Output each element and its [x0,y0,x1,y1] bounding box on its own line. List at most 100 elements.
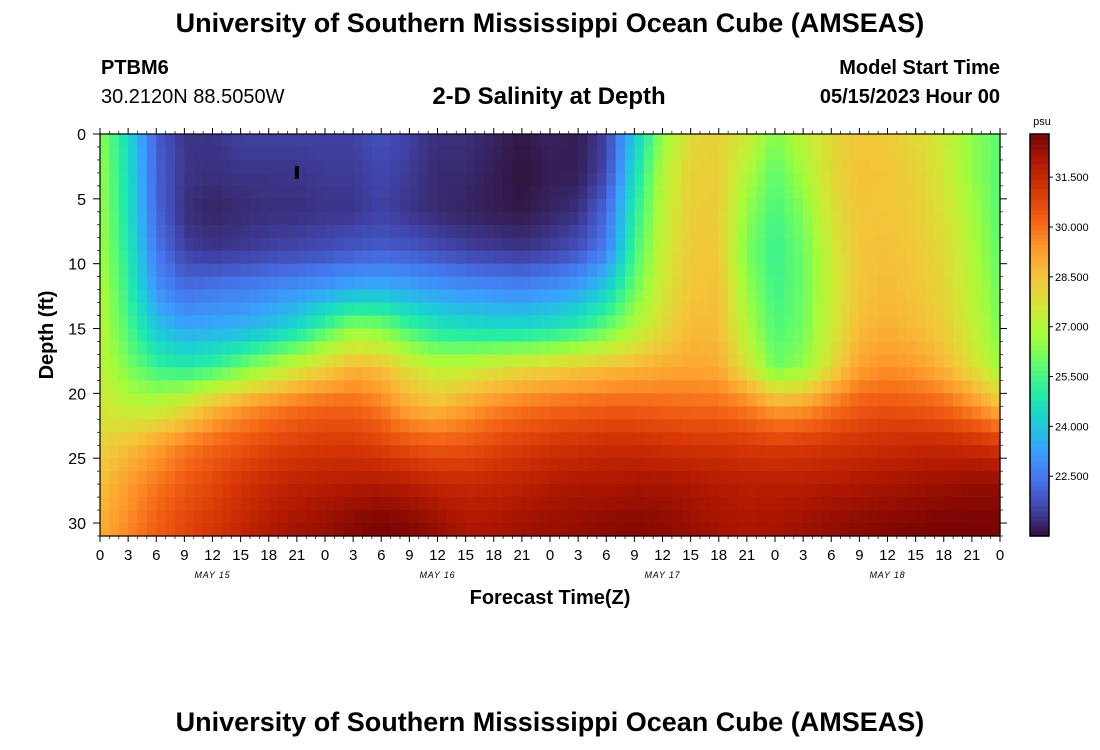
heatmap-cell [521,172,532,187]
heatmap-cell [521,263,532,278]
heatmap-cell [100,354,110,369]
heatmap-cell [325,198,335,213]
heatmap-cell [878,185,889,200]
heatmap-cell [943,380,954,394]
heatmap-cell [737,445,748,459]
heatmap-cell [615,172,626,187]
heatmap-cell [840,497,851,511]
heatmap-cell [840,328,851,343]
heatmap-cell [259,367,270,381]
heatmap-cell [625,432,635,446]
heatmap-cell [390,367,401,381]
heatmap-cell [784,302,795,317]
heatmap-cell [109,237,120,252]
heatmap-cell [831,471,842,485]
heatmap-cell [925,432,935,446]
heatmap-cell [981,484,992,498]
heatmap-cell [296,263,307,278]
colorbar-swatch [1030,360,1049,366]
heatmap-cell [906,211,917,226]
heatmap-cell [775,185,785,200]
heatmap-cell [671,471,682,485]
heatmap-cell [503,211,514,226]
heatmap-cell [306,484,317,498]
heatmap-cell [943,458,954,472]
heatmap-cell [315,510,326,524]
heatmap-cell [568,406,579,420]
heatmap-cell [409,432,420,446]
heatmap-cell [381,523,392,537]
heatmap-cell [840,198,851,213]
heatmap-cell [212,523,223,537]
heatmap-cell [971,510,982,524]
heatmap-cell [746,406,757,420]
heatmap-cell [737,159,748,174]
heatmap-cell [859,237,870,252]
heatmap-cell [221,510,232,524]
heatmap-cell [100,289,110,304]
heatmap-cell [634,237,645,252]
heatmap-cell [343,211,354,226]
heatmap-cell [953,134,964,148]
heatmap-cell [550,289,560,304]
heatmap-cell [625,458,635,472]
heatmap-cell [775,302,785,317]
heatmap-cell [662,211,673,226]
heatmap-cell [493,406,504,420]
heatmap-cell [868,458,879,472]
heatmap-cell [231,458,242,472]
heatmap-cell [671,523,682,537]
heatmap-cell [634,341,645,356]
heatmap-cell [915,172,926,187]
heatmap-cell [259,497,270,511]
heatmap-cell [765,393,776,407]
heatmap-cell [775,276,785,291]
colorbar-tick-label: 30.000 [1055,222,1089,234]
heatmap-cell [343,406,354,420]
heatmap-cell [118,263,129,278]
heatmap-cell [971,185,982,200]
heatmap-cell [221,341,232,356]
heatmap-cell [587,185,598,200]
heatmap-cell [409,146,420,161]
heatmap-cell [278,471,289,485]
heatmap-cell [381,302,392,317]
heatmap-cell [109,380,120,394]
heatmap-cell [550,198,560,213]
heatmap-cell [765,198,776,213]
heatmap-cell [578,146,589,161]
heatmap-cell [803,354,814,369]
heatmap-cell [343,445,354,459]
y-tick-label: 0 [77,127,86,144]
heatmap-cell [625,354,635,369]
heatmap-cell [193,510,204,524]
heatmap-cell [821,263,832,278]
heatmap-cell [221,185,232,200]
heatmap-cell [175,458,185,472]
heatmap-cell [953,393,964,407]
heatmap-cell [596,237,607,252]
heatmap-cell [184,406,195,420]
heatmap-cell [400,315,410,330]
heatmap-cell [971,393,982,407]
heatmap-cell [175,172,185,187]
heatmap-cell [953,146,964,161]
heatmap-cell [690,224,701,239]
heatmap-cell [953,224,964,239]
heatmap-cell [240,211,251,226]
heatmap-cell [493,432,504,446]
heatmap-cell [381,445,392,459]
heatmap-cell [606,263,617,278]
heatmap-cell [625,263,635,278]
heatmap-cell [296,445,307,459]
heatmap-cell [578,224,589,239]
heatmap-cell [596,341,607,356]
heatmap-cell [709,354,720,369]
heatmap-cell [671,406,682,420]
heatmap-cell [146,224,157,239]
heatmap-cell [587,484,598,498]
heatmap-cell [653,172,664,187]
heatmap-cells [100,134,1001,537]
heatmap-cell [503,172,514,187]
heatmap-cell [690,497,701,511]
